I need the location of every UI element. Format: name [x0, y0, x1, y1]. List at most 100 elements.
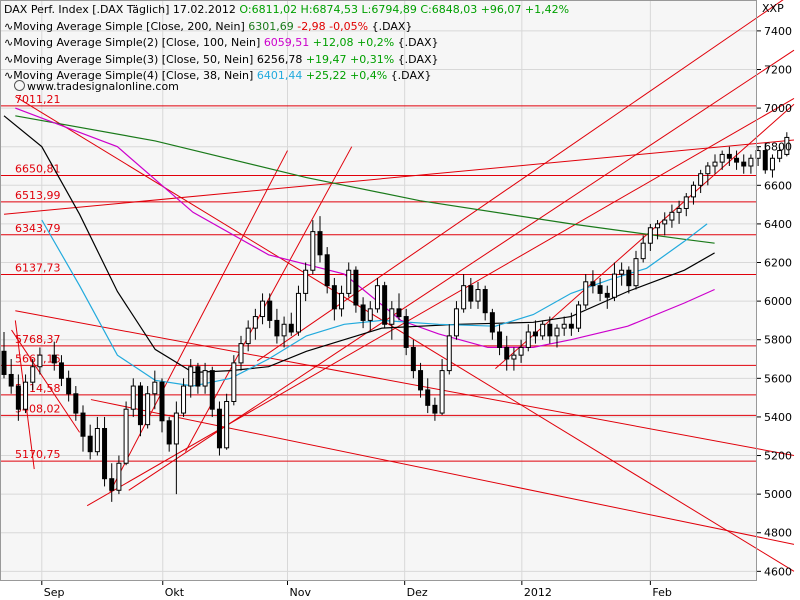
x-axis: Sep Okt Nov Dez 2012 Feb	[41, 581, 672, 599]
y-tick-label: 5800	[764, 334, 792, 347]
candle-body	[267, 300, 273, 321]
y-tick-label: 4800	[764, 527, 792, 540]
ma-line	[15, 115, 715, 244]
candle-body	[662, 219, 668, 225]
candle-body	[374, 285, 380, 310]
candle-body	[640, 242, 646, 260]
candle-body	[245, 327, 251, 345]
candle-body	[166, 420, 172, 445]
candle-body	[719, 153, 725, 163]
y-tick-label: 5000	[764, 488, 792, 501]
candle-body	[741, 161, 747, 167]
candle-body	[453, 308, 459, 337]
candle-body	[123, 408, 129, 464]
candle-body	[58, 362, 64, 379]
y-tick-label: 6400	[764, 218, 792, 231]
candle-body	[353, 269, 359, 306]
candle-body	[339, 292, 345, 310]
candle-body	[425, 389, 431, 406]
candle-body	[784, 136, 790, 155]
candle-body	[94, 428, 100, 453]
credit: www.tradesignalonline.com	[14, 80, 179, 93]
indicator-value: 6256,78	[256, 52, 306, 66]
y-tick-label: 5200	[764, 450, 792, 463]
ohlc-values: O:6811,02 H:6874,53 L:6794,89 C:6848,03	[239, 3, 478, 16]
candle-body	[396, 308, 402, 318]
indicator-label: Moving Average Simple(2) [Close, 100, Ne…	[13, 36, 264, 49]
level-label: 7011,21	[15, 93, 61, 106]
legend: DAX Perf. Index [.DAX Täglich] 17.02.201…	[4, 2, 569, 85]
wave-icon: ∿	[4, 52, 14, 66]
candle-body	[777, 150, 783, 159]
indicator-list: ∿Moving Average Simple [Close, 200, Nein…	[4, 19, 569, 85]
x-tick-label: Nov	[289, 586, 311, 599]
candle-body	[30, 366, 36, 383]
candle-body	[597, 285, 603, 294]
candle-body	[130, 385, 136, 410]
candle-body	[137, 385, 143, 426]
x-tick-label: Okt	[165, 586, 185, 599]
candle-body	[274, 319, 280, 337]
wave-icon: ∿	[4, 36, 14, 49]
candle-body	[145, 393, 151, 426]
candle-body	[73, 393, 79, 414]
candle-body	[281, 323, 287, 337]
candle-body	[583, 281, 589, 306]
candle-body	[568, 323, 574, 329]
candle-body	[468, 285, 474, 302]
candle-body	[367, 308, 373, 321]
indicator-change: +25,22 +0,4%	[305, 69, 391, 82]
candle-body	[181, 385, 187, 414]
trend-lines	[3, 0, 795, 572]
y-tick-label: 5600	[764, 372, 792, 385]
wave-icon: ∿	[4, 69, 14, 82]
y-tick-label: 7400	[764, 25, 792, 38]
candle-body	[1, 350, 7, 375]
candle-body	[547, 323, 553, 337]
y-tick-label: 6800	[764, 141, 792, 154]
y-tick-label: 7000	[764, 102, 792, 115]
candle-body	[159, 381, 165, 422]
indicator-change: +19,47 +0,31%	[305, 52, 398, 66]
level-label: 5408,02	[15, 402, 61, 415]
y-tick-label: 6000	[764, 295, 792, 308]
candle-body	[532, 331, 538, 337]
candle-body	[288, 323, 294, 333]
candle-body	[310, 231, 316, 271]
candle-body	[116, 462, 122, 491]
candle-body	[769, 157, 775, 171]
candle-body	[647, 227, 653, 244]
candle-body	[748, 157, 754, 167]
plot-frame	[0, 0, 757, 581]
chart-date: 17.02.2012	[172, 3, 236, 16]
candlesticks	[1, 132, 790, 502]
candle-body	[762, 150, 768, 171]
candle-body	[66, 377, 72, 395]
candle-body	[497, 331, 503, 348]
candle-body	[15, 385, 21, 410]
candle-body	[331, 285, 337, 310]
candle-body	[418, 370, 424, 391]
candle-body	[489, 312, 495, 333]
indicator-suffix: {.DAX}	[397, 52, 439, 66]
candle-body	[37, 354, 43, 368]
candle-body	[633, 258, 639, 287]
ma-line	[3, 115, 715, 374]
candle-body	[518, 346, 524, 356]
candle-body	[317, 231, 323, 256]
candle-body	[461, 285, 467, 310]
indicator-value: 6059,51	[263, 36, 313, 49]
candle-body	[576, 304, 582, 329]
candle-body	[676, 207, 682, 213]
candle-body	[295, 292, 301, 333]
ma-line	[15, 107, 715, 348]
price-change: +96,07 +1,42%	[480, 3, 570, 16]
candle-body	[224, 400, 230, 449]
y-tick-label: 6200	[764, 257, 792, 270]
candle-body	[619, 269, 625, 275]
candle-body	[102, 428, 108, 480]
level-label: 6343,79	[15, 222, 61, 235]
level-label: 6137,73	[15, 262, 61, 275]
candle-body	[561, 323, 567, 329]
candle-body	[626, 269, 632, 287]
